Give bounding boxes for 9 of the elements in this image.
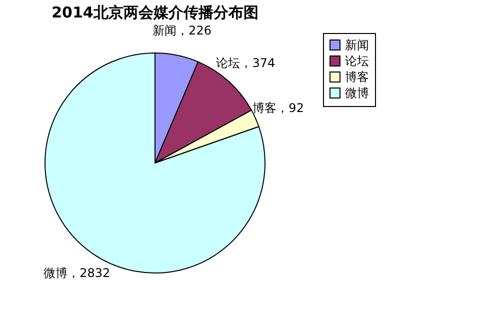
legend-label: 博客 bbox=[345, 70, 369, 84]
legend-label: 新闻 bbox=[345, 38, 369, 52]
legend-label: 微博 bbox=[345, 86, 369, 100]
data-label: 新闻，226 bbox=[152, 24, 212, 38]
data-label: 论坛，374 bbox=[216, 56, 276, 70]
legend-label: 论坛 bbox=[345, 54, 369, 68]
chart-title: 2014北京两会媒介传播分布图 bbox=[52, 4, 258, 22]
data-label: 博客，92 bbox=[252, 101, 304, 116]
data-label: 微博，2832 bbox=[44, 266, 110, 280]
